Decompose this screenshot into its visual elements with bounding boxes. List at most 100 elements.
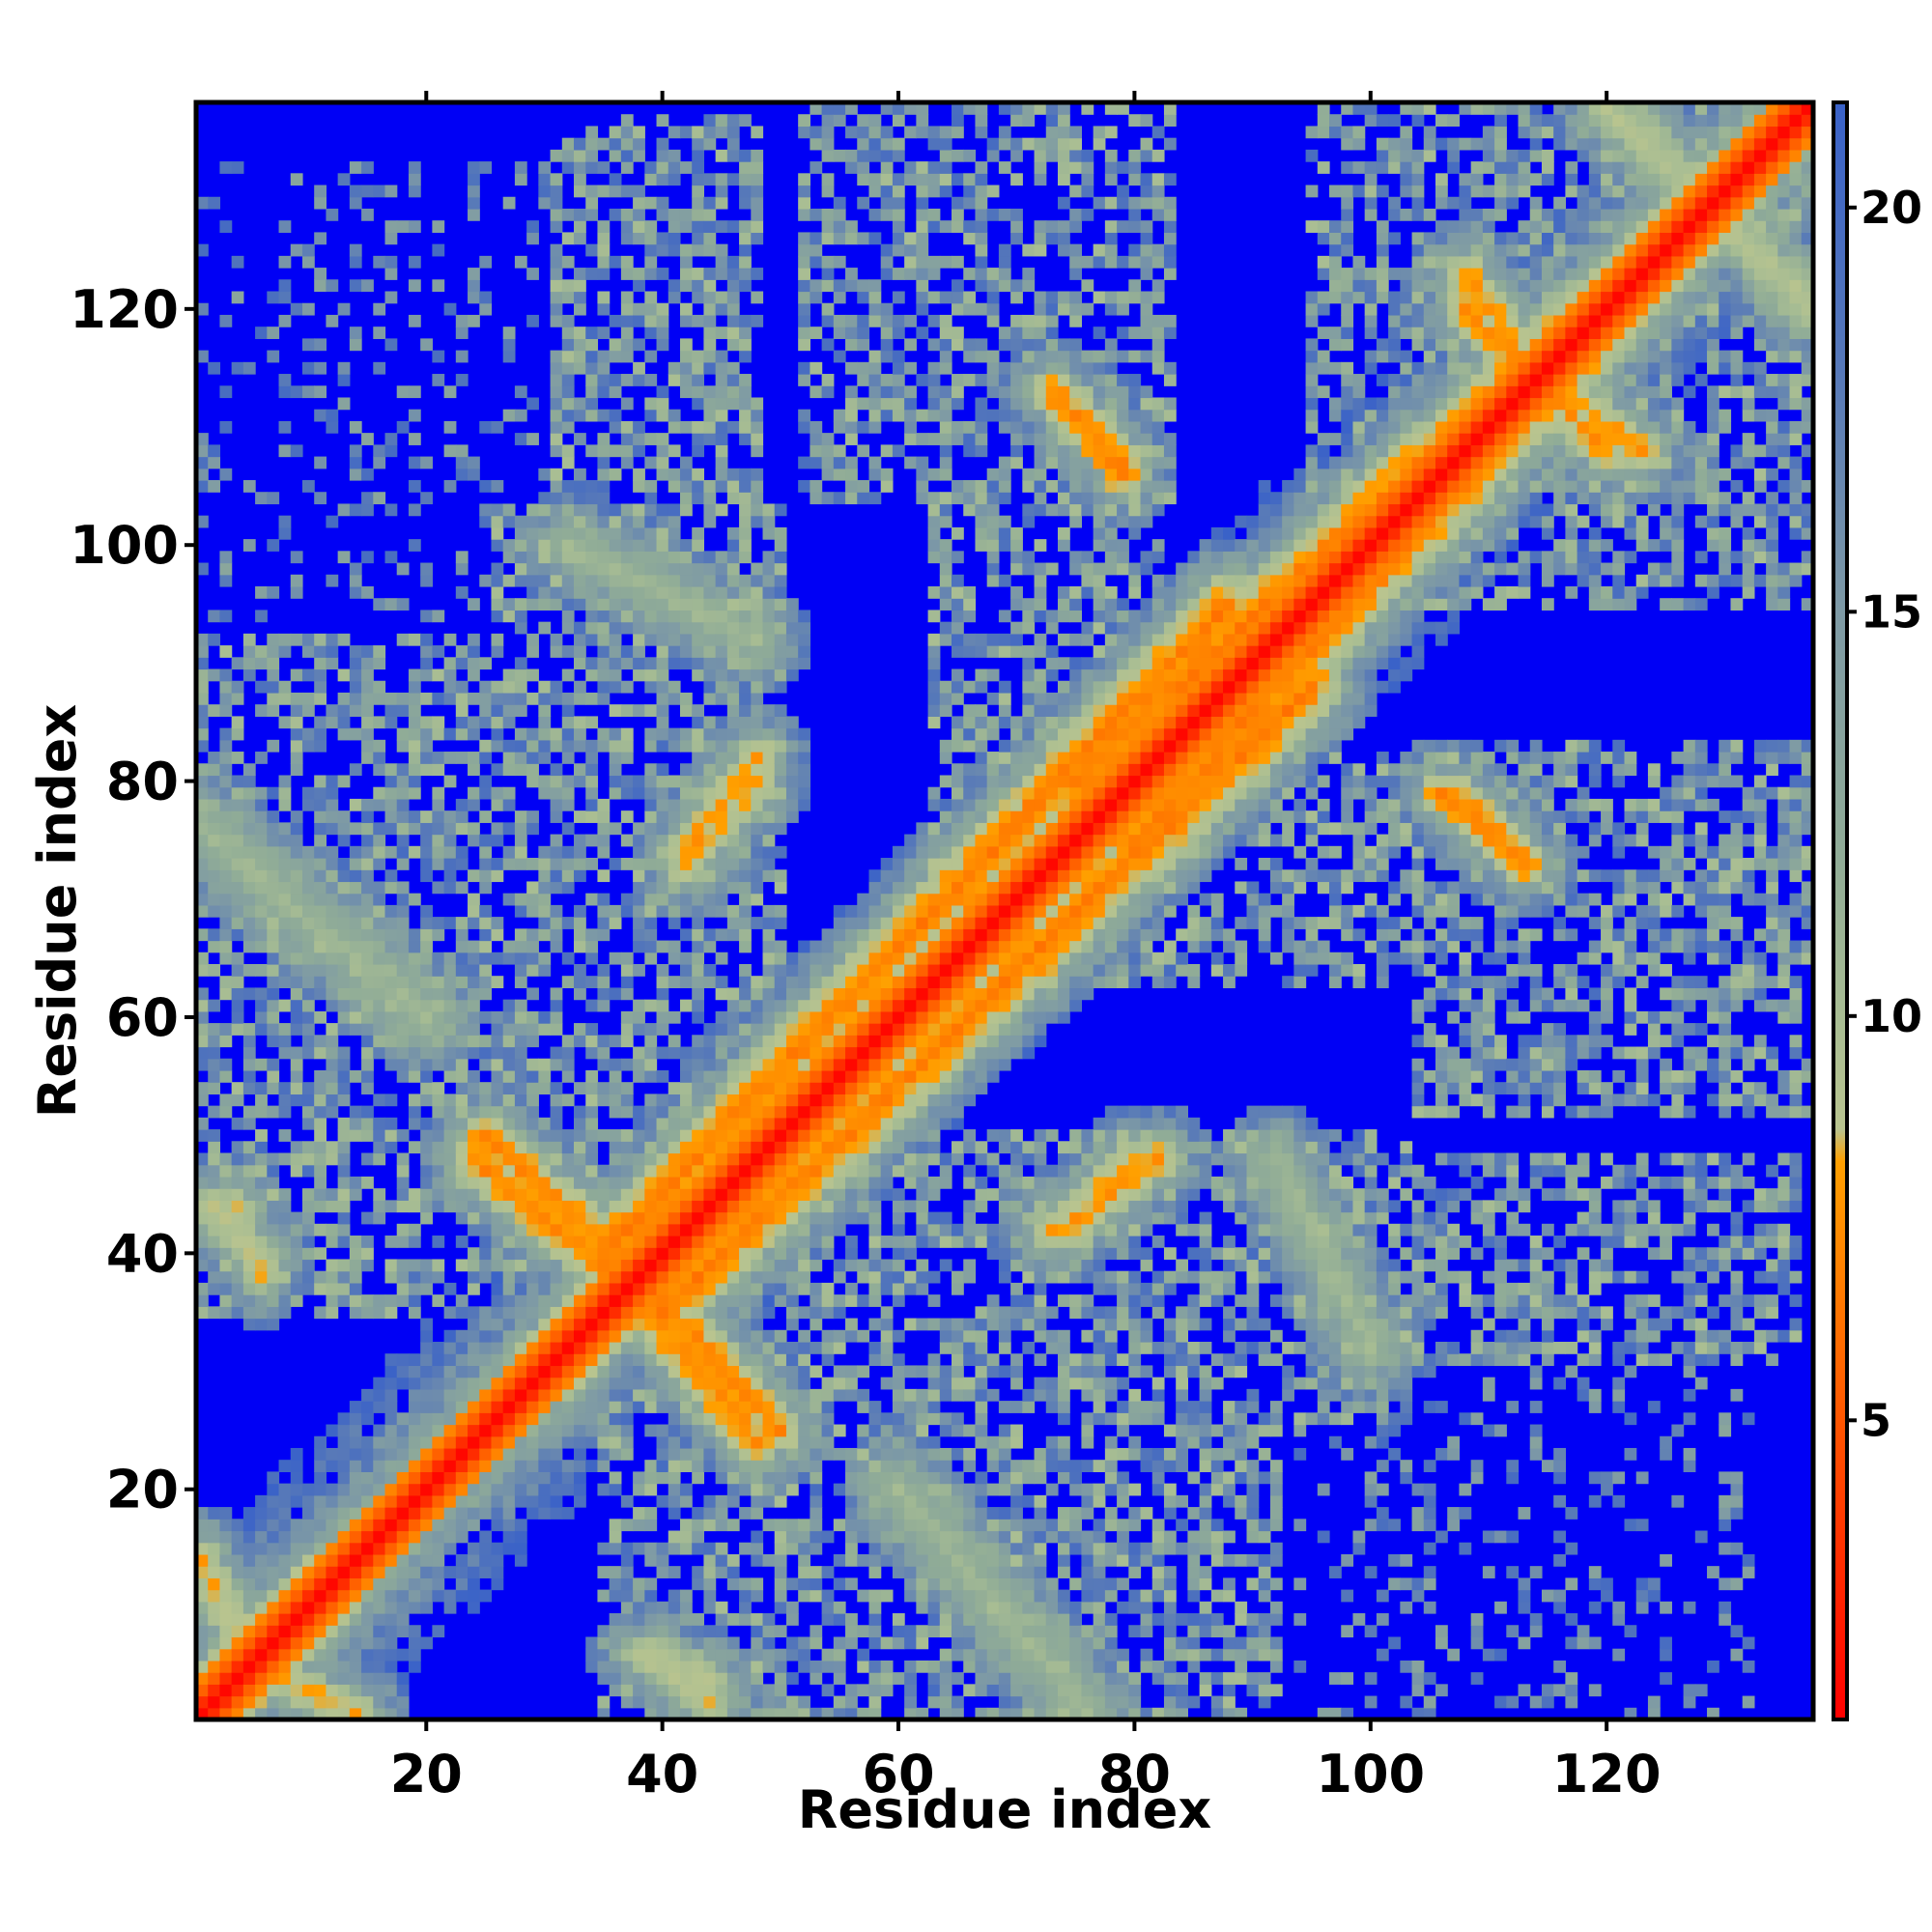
heatmap-cell: [821, 1082, 835, 1094]
heatmap-cell: [384, 1365, 398, 1378]
heatmap-cell: [491, 1447, 504, 1461]
heatmap-cell: [196, 657, 209, 670]
heatmap-cell: [692, 268, 705, 280]
heatmap-cell: [880, 1341, 894, 1354]
heatmap-cell: [633, 1164, 645, 1178]
heatmap-cell: [443, 302, 457, 316]
heatmap-cell: [290, 1542, 303, 1555]
heatmap-cell: [231, 1530, 244, 1544]
heatmap-cell: [550, 574, 563, 587]
heatmap-cell: [468, 1519, 480, 1532]
heatmap-cell: [267, 881, 280, 895]
heatmap-cell: [432, 1424, 445, 1437]
heatmap-cell: [692, 1259, 705, 1272]
heatmap-cell: [715, 350, 728, 363]
heatmap-cell: [668, 1460, 681, 1472]
heatmap-cell: [633, 1152, 645, 1166]
heatmap-cell: [502, 1069, 516, 1083]
heatmap-cell: [408, 680, 421, 694]
heatmap-cell: [620, 1424, 634, 1437]
heatmap-cell: [668, 893, 681, 906]
heatmap-cell: [868, 492, 882, 505]
heatmap-cell: [290, 999, 303, 1012]
heatmap-cell: [208, 1648, 221, 1662]
heatmap-cell: [432, 1117, 445, 1130]
heatmap-cell: [267, 834, 280, 847]
heatmap-cell: [585, 798, 599, 811]
heatmap-cell: [526, 551, 539, 564]
heatmap-cell: [502, 1200, 516, 1213]
heatmap-cell: [432, 834, 445, 847]
heatmap-cell: [821, 1200, 835, 1213]
heatmap-cell: [751, 786, 764, 800]
heatmap-cell: [337, 1435, 351, 1449]
heatmap-cell: [679, 657, 693, 670]
heatmap-cell: [715, 1388, 728, 1402]
heatmap-cell: [739, 526, 752, 540]
heatmap-cell: [726, 1566, 740, 1578]
heatmap-cell: [550, 1164, 563, 1178]
heatmap-cell: [798, 1695, 810, 1709]
heatmap-cell: [880, 1530, 894, 1544]
heatmap-cell: [290, 881, 303, 895]
heatmap-cell: [620, 904, 634, 918]
heatmap-cell: [774, 822, 787, 836]
heatmap-cell: [196, 893, 209, 906]
heatmap-cell: [774, 1684, 787, 1697]
heatmap-cell: [785, 1270, 799, 1284]
heatmap-cell: [349, 1601, 362, 1614]
heatmap-cell: [880, 1483, 894, 1496]
heatmap-cell: [301, 385, 315, 399]
heatmap-cell: [868, 893, 882, 906]
heatmap-cell: [810, 1141, 823, 1154]
heatmap-cell: [585, 1365, 599, 1378]
heatmap-cell: [301, 1259, 315, 1272]
heatmap-cell: [762, 645, 776, 658]
heatmap-cell: [692, 243, 705, 257]
heatmap-cell: [692, 834, 705, 847]
heatmap-cell: [668, 1259, 681, 1272]
heatmap-cell: [219, 1069, 233, 1083]
heatmap-cell: [255, 1105, 268, 1119]
heatmap-cell: [290, 1164, 303, 1178]
heatmap-cell: [491, 1460, 504, 1472]
heatmap-cell: [810, 1401, 823, 1413]
heatmap-cell: [762, 1141, 776, 1154]
heatmap-cell: [715, 1152, 728, 1166]
heatmap-cell: [845, 149, 858, 162]
heatmap-cell: [656, 433, 669, 445]
heatmap-cell: [880, 1519, 894, 1532]
heatmap-cell: [739, 633, 752, 646]
heatmap-cell: [255, 645, 268, 658]
heatmap-cell: [751, 1247, 764, 1261]
heatmap-cell: [349, 1247, 362, 1261]
heatmap-cell: [502, 1082, 516, 1094]
heatmap-cell: [491, 1494, 504, 1508]
heatmap-cell: [833, 1259, 846, 1272]
heatmap-cell: [526, 1329, 539, 1343]
heatmap-cell: [633, 1176, 645, 1189]
heatmap-cell: [620, 1435, 634, 1449]
heatmap-cell: [502, 1329, 516, 1343]
heatmap-cell: [692, 551, 705, 564]
heatmap-cell: [479, 1082, 493, 1094]
heatmap-cell: [408, 433, 421, 445]
heatmap-cell: [408, 1058, 421, 1071]
heatmap-cell: [668, 480, 681, 493]
heatmap-cell: [739, 1684, 752, 1697]
heatmap-cell: [278, 1270, 292, 1284]
heatmap-cell: [290, 822, 303, 836]
heatmap-cell: [208, 633, 221, 646]
heatmap-cell: [692, 1519, 705, 1532]
heatmap-cell: [644, 869, 658, 883]
heatmap-cell: [561, 1176, 575, 1189]
heatmap-cell: [810, 940, 823, 953]
heatmap-cell: [290, 1577, 303, 1591]
heatmap-cell: [739, 987, 752, 1001]
heatmap-cell: [538, 716, 552, 729]
heatmap-cell: [550, 928, 563, 942]
heatmap-cell: [798, 456, 810, 469]
heatmap-cell: [278, 1282, 292, 1295]
heatmap-cell: [267, 1471, 280, 1485]
heatmap-cell: [278, 928, 292, 942]
